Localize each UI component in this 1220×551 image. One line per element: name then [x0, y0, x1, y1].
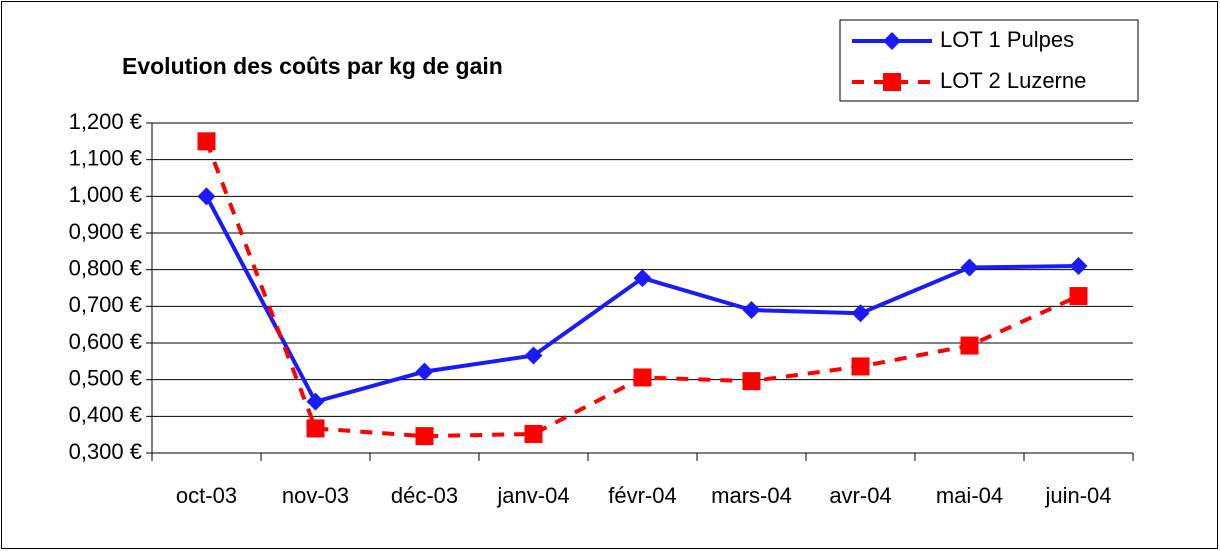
point — [415, 427, 434, 446]
point — [415, 362, 434, 381]
point — [960, 336, 979, 355]
y-tick-label: 0,500 € — [69, 365, 142, 390]
y-tick-label: 0,300 € — [69, 439, 142, 464]
y-tick-label: 0,800 € — [69, 255, 142, 280]
point — [1069, 287, 1088, 306]
x-tick-label: janv-04 — [496, 483, 569, 508]
y-tick-label: 0,900 € — [69, 219, 142, 244]
x-tick-label: juin-04 — [1044, 483, 1111, 508]
y-tick-label: 0,400 € — [69, 402, 142, 427]
x-tick-label: févr-04 — [608, 483, 676, 508]
point — [524, 424, 543, 443]
point — [742, 372, 761, 391]
legend-marker — [883, 32, 901, 50]
chart-title: Evolution des coûts par kg de gain — [122, 53, 503, 79]
x-tick-label: avr-04 — [829, 483, 891, 508]
x-tick-label: mai-04 — [936, 483, 1003, 508]
point — [851, 357, 870, 376]
y-tick-label: 1,100 € — [69, 145, 142, 170]
point — [197, 187, 216, 206]
x-tick-label: déc-03 — [391, 483, 458, 508]
point — [1069, 257, 1088, 275]
y-tick-label: 0,600 € — [69, 329, 142, 354]
point — [524, 346, 543, 365]
x-tick-label: mars-04 — [711, 483, 792, 508]
legend-marker — [883, 73, 901, 91]
y-tick-label: 1,000 € — [69, 182, 142, 207]
point — [851, 304, 870, 323]
point — [742, 301, 761, 319]
point — [633, 368, 652, 387]
legend-label: LOT 1 Pulpes — [940, 27, 1074, 52]
point — [197, 132, 216, 151]
x-tick-label: nov-03 — [282, 483, 349, 508]
point — [306, 419, 325, 438]
y-tick-label: 1,200 € — [69, 109, 142, 134]
x-tick-label: oct-03 — [176, 483, 237, 508]
point — [306, 392, 325, 411]
point — [633, 269, 652, 288]
legend-label: LOT 2 Luzerne — [940, 68, 1086, 93]
y-tick-label: 0,700 € — [69, 292, 142, 317]
point — [960, 258, 979, 277]
